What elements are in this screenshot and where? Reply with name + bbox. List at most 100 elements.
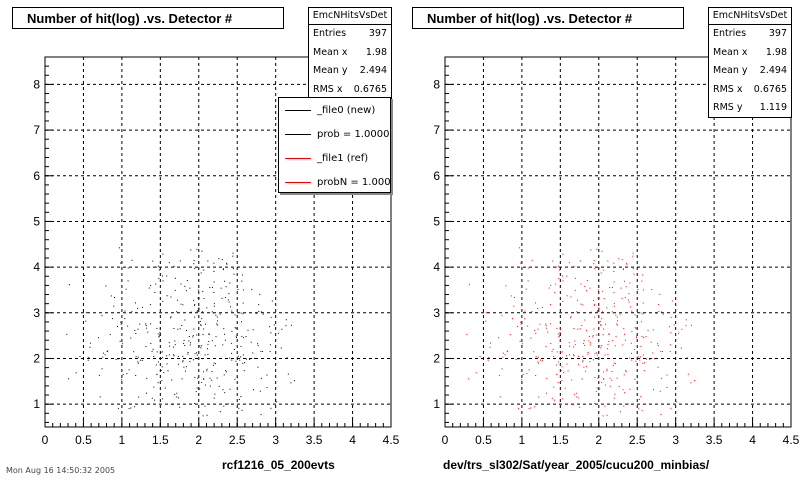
scatter-point (206, 348, 208, 350)
scatter-point (87, 359, 89, 361)
scatter-point (619, 313, 621, 315)
scatter-point (606, 348, 608, 350)
scatter-point (613, 305, 615, 307)
scatter-point (629, 357, 631, 359)
scatter-point (168, 342, 170, 344)
scatter-point (584, 345, 586, 347)
legend-label: probN = 1.000000 (317, 176, 391, 188)
scatter-point (126, 373, 128, 375)
scatter-point (567, 370, 569, 372)
scatter-point (558, 277, 560, 279)
scatter-point (255, 313, 257, 315)
scatter-point (242, 354, 244, 356)
scatter-point (669, 326, 671, 328)
legend-label: prob = 1.000000 (317, 128, 390, 140)
scatter-point (245, 358, 247, 360)
scatter-point (222, 344, 224, 346)
scatter-point (203, 378, 205, 380)
scatter-point (193, 263, 195, 265)
scatter-point (290, 382, 292, 384)
scatter-point (686, 357, 688, 359)
scatter-point (223, 405, 225, 407)
scatter-point (669, 344, 671, 346)
scatter-point (631, 359, 633, 361)
scatter-point (550, 284, 552, 286)
scatter-point (485, 320, 487, 322)
scatter-point (117, 325, 119, 327)
scatter-point (561, 366, 563, 368)
scatter-point (550, 323, 552, 325)
scatter-point (85, 320, 87, 322)
scatter-point (611, 340, 613, 342)
scatter-point (133, 351, 135, 353)
scatter-point (174, 393, 176, 395)
scatter-point (125, 288, 127, 290)
scatter-point (607, 353, 609, 355)
scatter-point (624, 339, 626, 341)
scatter-point (649, 358, 651, 360)
scatter-point (606, 307, 608, 309)
scatter-point (568, 262, 570, 264)
scatter-point (607, 343, 609, 345)
scatter-point (158, 335, 160, 337)
scatter-point (622, 269, 624, 271)
scatter-point (566, 363, 568, 365)
scatter-point (130, 337, 132, 339)
scatter-point (209, 385, 211, 387)
scatter-point (597, 310, 599, 312)
scatter-point (611, 311, 613, 313)
scatter-point (619, 411, 621, 413)
scatter-point (641, 409, 643, 411)
scatter-point (528, 408, 530, 410)
scatter-point (642, 302, 644, 304)
scatter-point (199, 320, 201, 322)
scatter-point (466, 333, 468, 335)
scatter-point (541, 359, 543, 361)
scatter-point (166, 275, 168, 277)
scatter-point (197, 310, 199, 312)
scatter-point (219, 313, 221, 315)
scatter-point (250, 341, 252, 343)
scatter-point (662, 313, 664, 315)
scatter-point (224, 392, 226, 394)
scatter-point (645, 336, 647, 338)
scatter-point (79, 356, 81, 358)
scatter-point (160, 351, 162, 353)
scatter-point (594, 267, 596, 269)
scatter-point (237, 377, 239, 379)
scatter-point (109, 334, 111, 336)
scatter-point (527, 280, 529, 282)
scatter-point (520, 323, 522, 325)
scatter-point (180, 303, 182, 305)
scatter-point (184, 319, 186, 321)
scatter-point (200, 324, 202, 326)
scatter-point (170, 317, 172, 319)
scatter-point (545, 327, 547, 329)
scatter-point (642, 274, 644, 276)
scatter-point (184, 345, 186, 347)
scatter-point (166, 355, 168, 357)
scatter-point (502, 356, 504, 358)
scatter-point (181, 325, 183, 327)
scatter-point (185, 366, 187, 368)
scatter-point (475, 372, 477, 374)
footer-timestamp: Mon Aug 16 14:50:32 2005 (6, 466, 116, 475)
scatter-point (209, 377, 211, 379)
scatter-point (608, 340, 610, 342)
scatter-point (218, 385, 220, 387)
scatter-point (657, 345, 659, 347)
scatter-point (207, 260, 209, 262)
scatter-point (241, 280, 243, 282)
scatter-point (642, 362, 644, 364)
scatter-point (242, 289, 244, 291)
scatter-point (587, 352, 589, 354)
scatter-point (641, 321, 643, 323)
scatter-point (603, 328, 605, 330)
scatter-point (198, 297, 200, 299)
stats-label: Entries (713, 28, 747, 39)
stats-row: RMS x 0.6765 (309, 81, 391, 100)
scatter-point (120, 321, 122, 323)
scatter-point (183, 342, 185, 344)
scatter-point (515, 358, 517, 360)
scatter-point (603, 378, 605, 380)
